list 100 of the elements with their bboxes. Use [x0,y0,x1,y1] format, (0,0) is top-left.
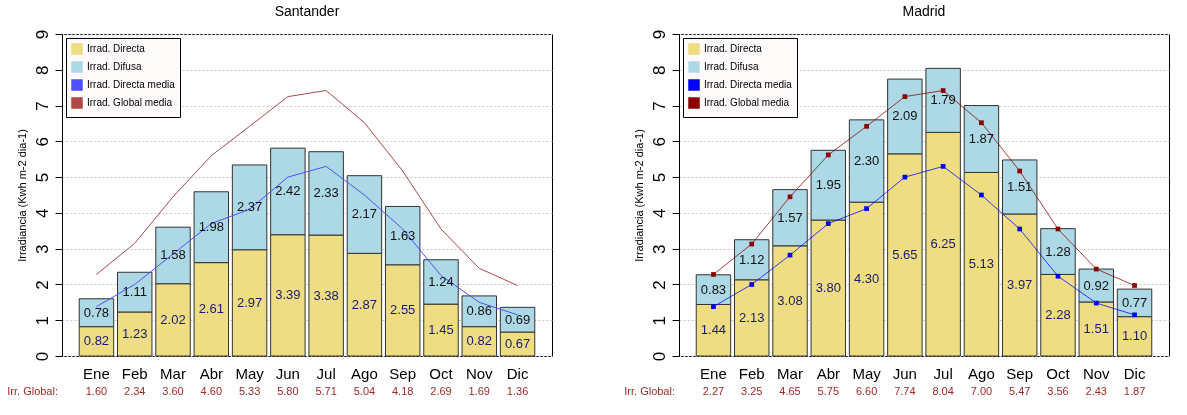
data-label: 2.13 [739,309,765,325]
point [864,206,869,211]
x-tick-label: Oct [429,364,454,382]
data-label: 3.97 [1007,276,1033,292]
point [940,164,946,169]
legend-label: Irrad. Global media [704,97,790,108]
total-label: 6.60 [855,385,878,397]
data-label: 1.12 [739,251,765,267]
x-tick-label: Ago [968,364,995,382]
data-label: 1.51 [1007,178,1033,194]
x-tick-label: Mar [160,364,186,382]
data-label: 2.42 [275,183,301,199]
data-label: 1.95 [815,177,841,193]
data-label: 1.24 [428,273,454,289]
point [825,221,831,226]
point [787,194,793,200]
total-label: 5.47 [1008,385,1031,397]
data-label: 1.45 [428,322,454,338]
data-label: 1.10 [1121,328,1148,344]
total-label: 1.87 [1123,385,1146,397]
y-tick-label: 6 [649,137,669,147]
text: Irr. Global: [7,385,58,397]
data-label: 2.55 [390,302,416,318]
x-tick-label: Jul [933,364,953,382]
y-tick-label: 5 [649,172,669,183]
data-label: 2.33 [313,185,339,201]
data-label: 2.30 [853,153,880,169]
point [1017,168,1023,174]
point [1017,226,1023,232]
point [979,120,984,126]
data-label: 1.58 [160,247,186,263]
total-label: 5.71 [315,385,337,397]
y-axis-title: Irradiancia (Kwh m-2 dia-1) [632,129,645,262]
x-tick-label: Jul [316,364,336,382]
x-tick-label: May [852,364,882,382]
y-tick-label: 9 [649,29,669,40]
point [711,272,716,277]
total-label: 7.00 [970,385,993,397]
legend-label: Irrad. Directa [704,43,763,54]
total-label: 4.60 [200,385,223,397]
y-tick-label: 7 [649,101,669,111]
data-label: 0.77 [1121,294,1148,310]
data-label: 3.08 [777,292,803,308]
total-label: 2.27 [702,385,725,397]
x-tick-label: Nov [465,364,494,382]
data-label: 2.87 [351,296,378,312]
data-label: 2.28 [1045,307,1071,323]
x-tick-label: Feb [738,364,765,382]
point [1093,300,1099,306]
total-label: 5.75 [817,385,840,397]
total-label: 4.65 [779,385,801,397]
data-label: 1.28 [1045,243,1071,259]
point [979,192,984,198]
x-tick-label: Dic [1123,364,1146,382]
x-tick-label: Abr [816,364,840,382]
data-label: 0.69 [504,311,531,327]
legend-label: Irrad. Global media [87,97,173,108]
data-label: 2.97 [236,294,263,310]
y-tick-label: 3 [32,244,52,254]
chart-title: Madrid [902,3,946,20]
point [711,304,716,309]
total-label: 2.69 [430,385,452,397]
x-tick-label: Ago [351,364,378,382]
y-axis-title: Irradiancia (Kwh m-2 dia-1) [15,129,28,262]
text: Irr. Global: [624,385,675,397]
x-tick-label: Sep [389,364,417,382]
y-tick-label: 3 [649,244,669,254]
data-label: 0.92 [1083,277,1109,293]
total-label: 3.56 [1047,385,1069,397]
y-tick-label: 4 [32,208,52,219]
data-label: 0.67 [504,336,531,352]
data-label: 1.79 [930,92,956,108]
legend-label: Irrad. Difusa [704,61,759,72]
data-label: 3.39 [275,287,301,303]
x-tick-label: Abr [199,364,223,382]
point [749,282,755,287]
total-label: 5.33 [238,385,261,397]
total-label: 1.36 [506,385,529,397]
data-label: 1.23 [122,326,148,341]
y-tick-label: 5 [32,172,52,183]
total-label: 5.04 [353,385,376,397]
y-tick-label: 2 [32,280,52,290]
data-label: 0.78 [83,304,110,320]
legend-label: Irrad. Directa media [87,79,176,90]
data-label: 5.13 [968,256,995,272]
x-tick-label: Oct [1046,364,1071,382]
data-label: 6.25 [930,236,956,252]
total-label: 2.34 [124,385,146,397]
total-label: 1.69 [468,385,490,397]
y-tick-label: 0 [32,351,52,362]
chart-title: Santander [274,3,340,20]
total-label: 5.80 [277,385,299,397]
total-label: 1.60 [85,385,108,397]
data-label: 2.02 [160,311,186,327]
x-tick-label: Feb [121,364,148,382]
x-tick-label: Ene [83,364,110,382]
point [749,241,755,247]
point [1055,273,1061,279]
total-label: 8.04 [932,385,954,397]
y-tick-label: 2 [649,280,669,290]
